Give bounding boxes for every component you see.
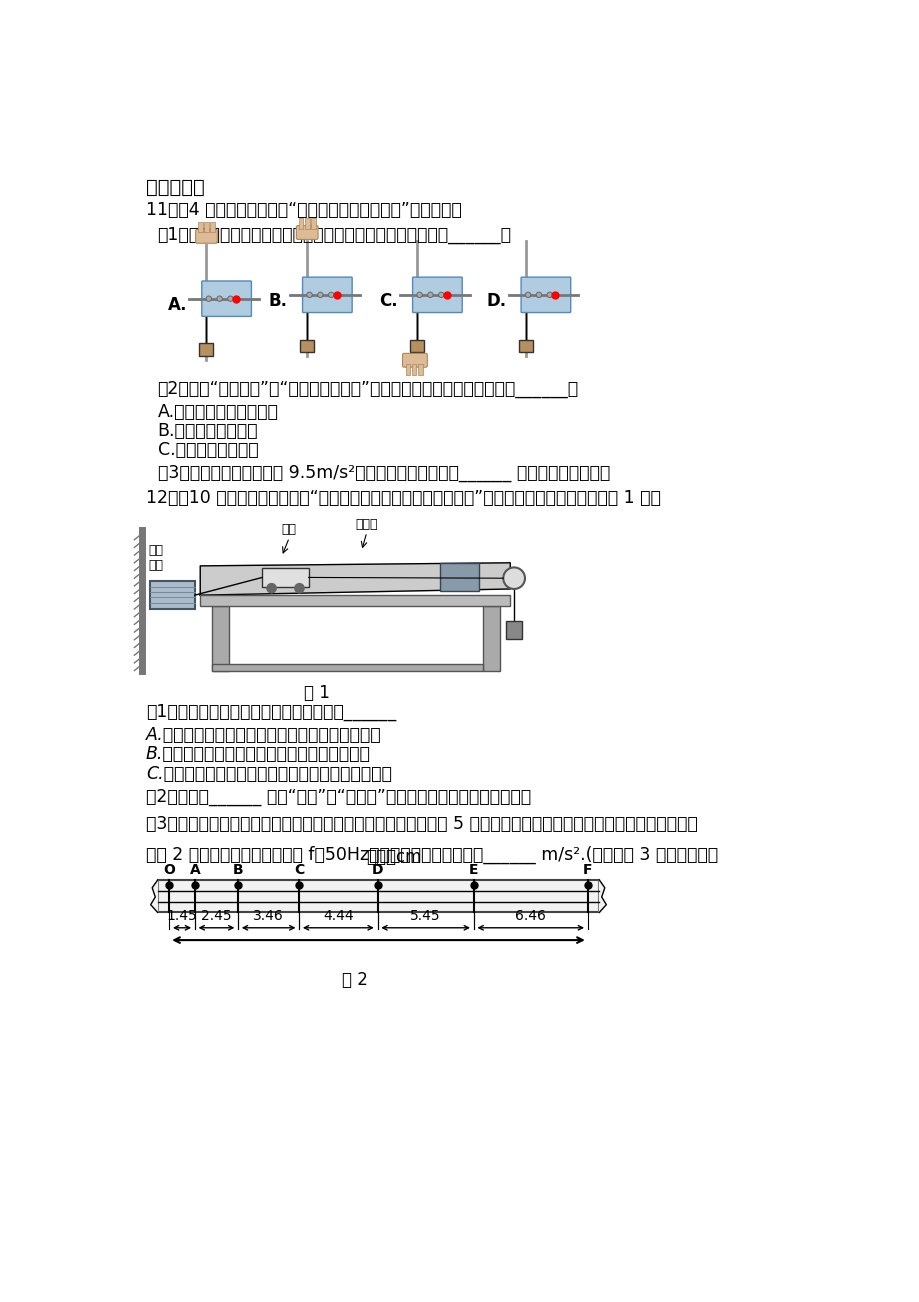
Text: 5.45: 5.45 <box>410 909 440 923</box>
Bar <box>299 217 303 229</box>
Bar <box>262 568 309 587</box>
Circle shape <box>306 292 312 298</box>
Text: B: B <box>233 863 244 878</box>
Text: A.为了实验时细线的拉力近似等于所挂钉码的重力: A.为了实验时细线的拉力近似等于所挂钉码的重力 <box>146 727 381 743</box>
Bar <box>199 344 213 355</box>
Text: C.: C. <box>379 292 397 310</box>
Bar <box>417 365 422 375</box>
Circle shape <box>536 292 541 298</box>
Text: C.先放手后接通电源: C.先放手后接通电源 <box>157 441 258 460</box>
Polygon shape <box>598 880 606 913</box>
Bar <box>482 605 500 672</box>
Text: 图 1: 图 1 <box>303 684 329 702</box>
Text: 6.46: 6.46 <box>515 909 546 923</box>
Text: D.: D. <box>486 292 505 310</box>
Circle shape <box>427 292 433 298</box>
Bar <box>505 621 521 639</box>
FancyBboxPatch shape <box>196 229 217 243</box>
Bar <box>211 605 229 672</box>
Bar <box>412 365 416 375</box>
Text: （2）关于“接通电源”和“放手让重物运动”的先后顺序。下列说法正确的是______；: （2）关于“接通电源”和“放手让重物运动”的先后顺序。下列说法正确的是_____… <box>157 380 578 397</box>
Text: A: A <box>189 863 200 878</box>
Bar <box>150 581 195 609</box>
Circle shape <box>438 292 444 298</box>
Bar <box>204 221 209 233</box>
FancyBboxPatch shape <box>520 277 570 312</box>
Text: （1）本实验首先要平衡摩擦力，其目的是______: （1）本实验首先要平衡摩擦力，其目的是______ <box>146 703 396 721</box>
Text: 1.45: 1.45 <box>166 909 198 923</box>
Bar <box>518 340 532 352</box>
Bar <box>440 562 479 591</box>
Text: 接电源: 接电源 <box>356 518 378 531</box>
Text: 2.45: 2.45 <box>201 909 232 923</box>
Text: 单位：cm: 单位：cm <box>366 848 421 866</box>
Bar <box>300 340 313 352</box>
Bar <box>311 217 315 229</box>
Text: F: F <box>583 863 592 878</box>
FancyBboxPatch shape <box>296 225 318 240</box>
FancyBboxPatch shape <box>302 277 352 312</box>
Text: 图 2: 图 2 <box>342 971 368 990</box>
Circle shape <box>217 296 222 301</box>
Circle shape <box>294 583 304 592</box>
Circle shape <box>228 296 233 301</box>
Text: 11、（4 分）某研究小组在“探究自由落体运动性质”的实验中：: 11、（4 分）某研究小组在“探究自由落体运动性质”的实验中： <box>146 201 461 219</box>
FancyBboxPatch shape <box>201 281 251 316</box>
Text: （3）实验测得加速度只有 9.5m/s²，你认为可能的原因是______ （写出一条即可）。: （3）实验测得加速度只有 9.5m/s²，你认为可能的原因是______ （写出… <box>157 465 609 482</box>
Bar <box>405 365 410 375</box>
Bar <box>200 595 510 605</box>
Circle shape <box>503 568 525 589</box>
Text: 3.46: 3.46 <box>253 909 284 923</box>
Circle shape <box>317 292 323 298</box>
Bar <box>210 221 215 233</box>
Text: B.为了实验时小车所受的合外力等于细线的拉力: B.为了实验时小车所受的合外力等于细线的拉力 <box>146 745 370 763</box>
Text: （3）该同学在研究小车运动时打出了一条纸带，在纸带上每连续 5 个间隔取一个计数点，相邻两个计数点之间的距离: （3）该同学在研究小车运动时打出了一条纸带，在纸带上每连续 5 个间隔取一个计数… <box>146 815 697 832</box>
Bar <box>211 664 482 672</box>
Bar <box>198 221 202 233</box>
Text: 4.44: 4.44 <box>323 909 353 923</box>
Text: 纸带: 纸带 <box>281 523 297 536</box>
Bar <box>410 340 424 352</box>
Bar <box>157 880 598 913</box>
Text: D: D <box>371 863 383 878</box>
Text: B.先接通电源后放手: B.先接通电源后放手 <box>157 422 258 440</box>
Circle shape <box>206 296 211 301</box>
Circle shape <box>267 583 276 592</box>
Text: 如图 2 所示，打点计时器的频率 f＝50Hz，则小车的平均加速度为______ m/s².(结果保留 3 位有效数字）: 如图 2 所示，打点计时器的频率 f＝50Hz，则小车的平均加速度为______… <box>146 845 718 863</box>
Text: （2）本实验______ （填“需要”或“不需要”）钉码的质量远小于小车的质量: （2）本实验______ （填“需要”或“不需要”）钉码的质量远小于小车的质量 <box>146 788 530 806</box>
Circle shape <box>416 292 422 298</box>
Bar <box>304 217 309 229</box>
Text: B.: B. <box>268 292 288 310</box>
Text: C: C <box>294 863 304 878</box>
Polygon shape <box>151 880 157 913</box>
Circle shape <box>328 292 334 298</box>
Text: 二、实验题: 二、实验题 <box>146 178 205 197</box>
Text: （1）下图是四位同学实验操作某瞬间的照片，你认为正确的是______；: （1）下图是四位同学实验操作某瞬间的照片，你认为正确的是______； <box>157 225 511 243</box>
Circle shape <box>525 292 530 298</box>
FancyBboxPatch shape <box>412 277 461 312</box>
Text: A.接通电源和放手应同时: A.接通电源和放手应同时 <box>157 402 278 421</box>
Text: O: O <box>164 863 175 878</box>
FancyBboxPatch shape <box>403 353 426 367</box>
Text: C.为了实验时小车所受的合外力等于所挂钉码的重力: C.为了实验时小车所受的合外力等于所挂钉码的重力 <box>146 764 391 783</box>
Text: 力传
感器: 力传 感器 <box>148 543 164 572</box>
Text: 12、！10 分）某实验小组要做“探究小车的加速度与合外力的关系”的实验，采用的实验装置如图 1 所示: 12、！10 分）某实验小组要做“探究小车的加速度与合外力的关系”的实验，采用的… <box>146 488 660 506</box>
Polygon shape <box>200 562 510 595</box>
Circle shape <box>547 292 552 298</box>
Text: A.: A. <box>167 296 187 314</box>
Text: E: E <box>469 863 478 878</box>
